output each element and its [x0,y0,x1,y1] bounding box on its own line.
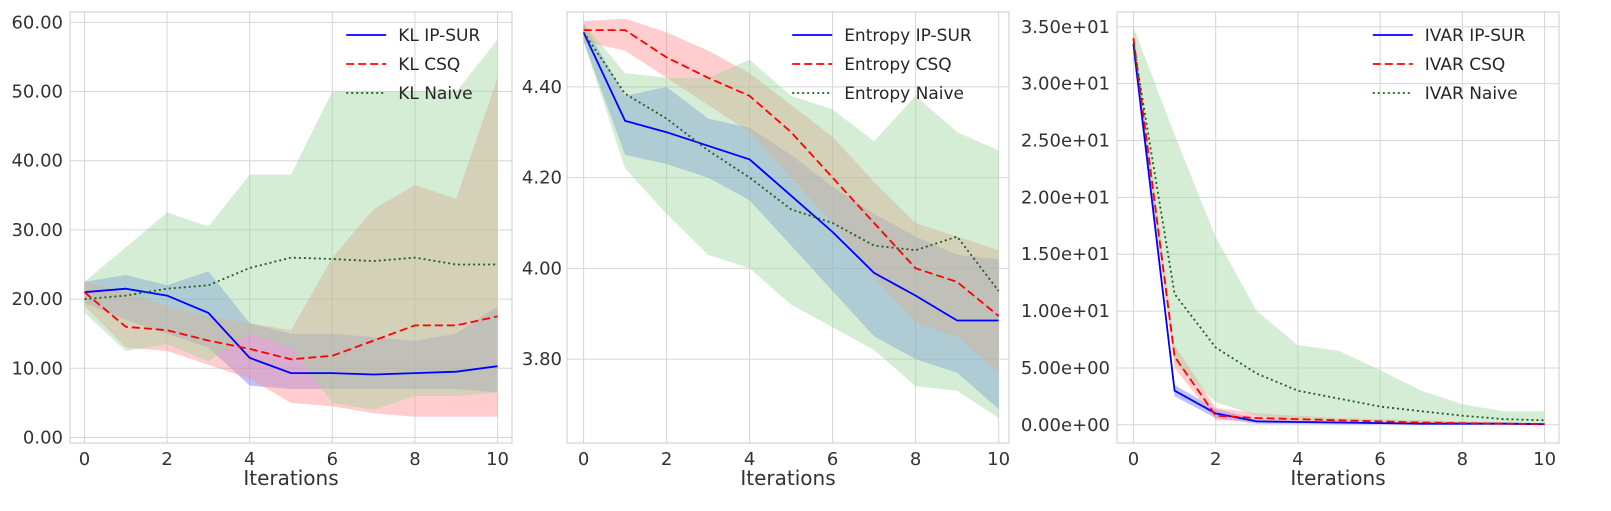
line-kl-naive [84,256,498,300]
x-tick-label: 4 [244,449,255,470]
band-kl-naive [84,39,498,410]
legend-entry-label: IVAR IP-SUR [1425,26,1526,46]
x-tick-label: 6 [327,449,338,470]
chart-panel-1: 0 2 4 6 8 10 0.00 10.00 20.00 30.00 40.00 50.00 60.0… [11,11,513,490]
legend-entry-label: IVAR Naive [1425,84,1518,104]
x-axis-label: Iterations [740,466,835,490]
x-tick-label: 10 [987,449,1010,470]
chart-panel-3: 0 2 4 6 8 10 0.00e+00 5.00e+00 1.00e+01 1.50e+01 2… [1021,11,1560,490]
chart-panel-2: 0 2 4 6 8 10 3.80 4.00 4.20 4.40 Iterations Entropy… [522,11,1010,490]
grid-lines [1117,12,1559,443]
y-tick-label: 30.00 [11,220,63,241]
x-tick-label: 8 [409,449,420,470]
x-tick-label: 2 [661,449,672,470]
legend-entry-label: Entropy CSQ [844,55,952,75]
line-entropy-naive [582,31,1000,292]
y-tick-label: 60.00 [11,12,63,33]
y-tick-label: 40.00 [11,151,63,172]
band-kl-csq [84,77,498,417]
y-tick-label: 0.00e+00 [1021,415,1110,436]
y-tick-label: 4.20 [522,168,562,189]
grid-lines [70,12,512,443]
x-tick-label: 10 [1533,449,1556,470]
plot-area [70,12,512,443]
x-tick-label: 0 [79,449,90,470]
x-axis-label: Iterations [243,466,338,490]
y-tick-label: 2.50e+01 [1021,131,1110,152]
plot-frame [1116,11,1560,444]
plot-frame [69,11,513,444]
y-tick-label: 20.00 [11,289,63,310]
line-entropy-csq [583,29,1000,317]
x-axis-label: Iterations [1290,466,1385,490]
legend-entry-label: KL IP-SUR [398,26,480,46]
line-kl-ip-sur [84,287,498,376]
y-tick-label: 2.00e+01 [1021,187,1110,208]
x-tick-label: 4 [1292,449,1303,470]
y-tick-label: 1.50e+01 [1021,244,1110,265]
line-ivar-csq [1132,38,1545,426]
band-entropy-naive [583,23,999,419]
x-tick-label: 4 [744,449,755,470]
grid-lines [567,12,1009,443]
x-tick-label: 8 [1457,449,1468,470]
plot-frame [566,11,1010,444]
x-tick-label: 8 [910,449,921,470]
y-tick-label: 3.50e+01 [1021,17,1110,38]
legend: KL IP-SUR KL CSQ KL Naive [346,26,480,104]
legend-entry-label: KL Naive [398,84,472,104]
x-tick-label: 2 [1210,449,1221,470]
x-tick-label: 2 [161,449,172,470]
band-kl-ip-sur [84,271,498,393]
y-tick-label: 1.00e+01 [1021,301,1110,322]
legend: Entropy IP-SUR Entropy CSQ Entropy Naive [792,26,972,104]
band-ivar-naive [1133,26,1545,424]
plot-area [567,12,1009,443]
y-tick-label: 50.00 [11,82,63,103]
legend: IVAR IP-SUR IVAR CSQ IVAR Naive [1372,26,1526,104]
x-tick-label: 0 [578,449,589,470]
legend-entry-label: Entropy IP-SUR [844,26,972,46]
y-tick-label: 3.00e+01 [1021,74,1110,95]
line-ivar-naive [1132,43,1545,422]
x-tick-label: 10 [486,449,509,470]
y-tick-label: 0.00 [23,427,63,448]
legend-entry-label: IVAR CSQ [1425,55,1505,75]
y-tick-label: 4.40 [522,77,562,98]
x-tick-label: 6 [1374,449,1385,470]
y-tick-label: 3.80 [522,349,562,370]
x-tick-label: 6 [827,449,838,470]
y-tick-label: 5.00e+00 [1021,358,1110,379]
legend-entry-label: KL CSQ [398,55,460,75]
y-tick-label: 4.00 [522,258,562,279]
line-kl-csq [83,291,498,361]
x-tick-label: 0 [1128,449,1139,470]
y-tick-label: 10.00 [11,358,63,379]
band-entropy-ip-sur [583,23,999,410]
legend-entry-label: Entropy Naive [844,84,964,104]
line-entropy-ip-sur [582,32,999,322]
